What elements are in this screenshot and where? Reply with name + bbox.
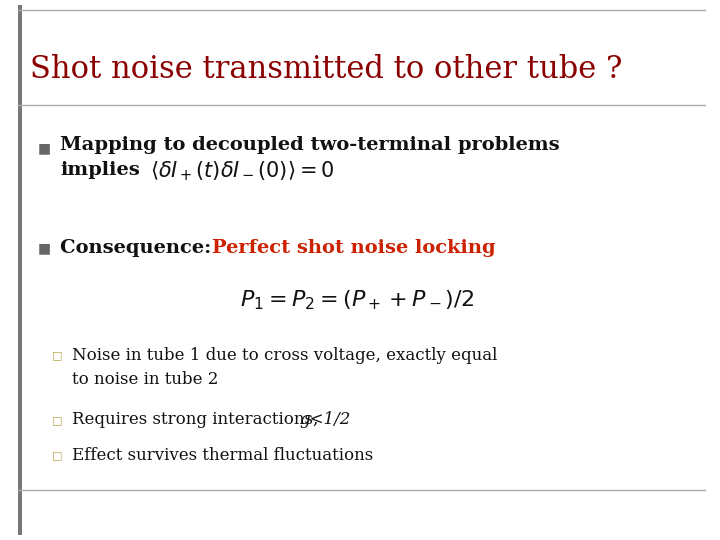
- Text: ■: ■: [38, 241, 51, 255]
- Text: $P_1 = P_2 = (P_+ + P_-)/2$: $P_1 = P_2 = (P_+ + P_-)/2$: [240, 288, 474, 312]
- Text: Effect survives thermal fluctuations: Effect survives thermal fluctuations: [72, 447, 373, 463]
- Text: Shot noise transmitted to other tube ?: Shot noise transmitted to other tube ?: [30, 55, 622, 85]
- Text: implies: implies: [60, 161, 140, 179]
- Text: Noise in tube 1 due to cross voltage, exactly equal
to noise in tube 2: Noise in tube 1 due to cross voltage, ex…: [72, 347, 498, 388]
- Text: Requires strong interactions,: Requires strong interactions,: [72, 411, 323, 429]
- Bar: [18, 5, 22, 535]
- Text: $\langle \delta I_+(t)\delta I_-(0)\rangle = 0$: $\langle \delta I_+(t)\delta I_-(0)\rang…: [150, 159, 335, 183]
- Text: Perfect shot noise locking: Perfect shot noise locking: [212, 239, 495, 257]
- Text: g<1/2: g<1/2: [299, 411, 351, 429]
- Text: ■: ■: [38, 141, 51, 155]
- Text: Mapping to decoupled two-terminal problems: Mapping to decoupled two-terminal proble…: [60, 136, 559, 154]
- Text: □: □: [52, 415, 63, 425]
- Text: □: □: [52, 350, 63, 360]
- Text: □: □: [52, 450, 63, 460]
- Text: Consequence:: Consequence:: [60, 239, 218, 257]
